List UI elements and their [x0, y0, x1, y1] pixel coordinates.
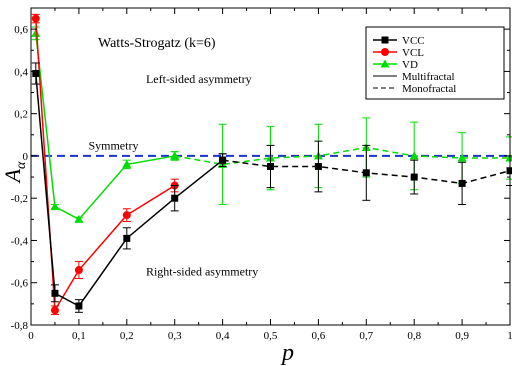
- vcc-data-point: [267, 163, 274, 170]
- vd-data-point: [122, 159, 132, 168]
- x-tick-label: 0,8: [407, 330, 421, 342]
- y-tick-label: -0,4: [11, 235, 29, 247]
- x-tick-label: 0,9: [455, 330, 469, 342]
- x-axis-label: p: [280, 340, 294, 366]
- vcl-data-point: [50, 306, 59, 315]
- vcc-data-point: [410, 173, 418, 181]
- x-tick-label: 1: [507, 330, 512, 342]
- x-tick-label: 0,3: [168, 330, 182, 342]
- vcc-data-point: [123, 234, 131, 242]
- y-tick-label: 0,4: [14, 66, 28, 78]
- y-tick-label: -0,2: [11, 193, 28, 205]
- annotations: Left-sided asymmetry Symmetry Right-sided …: [88, 72, 258, 278]
- x-tick-label: 0: [28, 330, 34, 342]
- vcc-data-point: [219, 156, 227, 164]
- x-tick-label: 0,7: [359, 330, 373, 342]
- y-tick-label: 0,2: [14, 109, 28, 121]
- vd-data-point: [409, 151, 419, 160]
- legend-vcc-marker: [381, 36, 389, 44]
- vcc-data-point: [51, 289, 59, 297]
- y-axis-label: Aα: [0, 161, 29, 184]
- vcc-multifractal-line: [35, 73, 224, 307]
- vcc-data-point: [32, 70, 40, 78]
- vcc-data-point: [314, 163, 322, 170]
- vd-data-point: [457, 153, 467, 162]
- vd-monofractal-line: [174, 146, 510, 166]
- legend-vcl-marker: [381, 48, 389, 56]
- y-tick-label: -0,6: [11, 278, 29, 290]
- vcc-data-point: [362, 169, 370, 177]
- vcc-data-point: [506, 167, 512, 175]
- vd-data-point: [31, 28, 41, 37]
- x-tick-label: 0,2: [120, 330, 134, 342]
- axis-ticks: 0 0,1 0,2 0,3 0,4 0,5 0,6 0,7 0,8 0,9 1 -0,8 -0,6 -0,…: [11, 7, 512, 342]
- legend-vd-label: VD: [402, 59, 418, 71]
- y-axis-label-main: A: [0, 168, 25, 184]
- annotation-label: Right-sided asymmetry: [146, 264, 258, 278]
- y-tick-label: -0,8: [11, 320, 29, 332]
- x-tick-label: 0,1: [72, 330, 86, 342]
- annotation-label: Symmetry: [88, 139, 138, 153]
- legend-multifractal-label: Multifractal: [402, 71, 455, 83]
- vcc-data-point: [171, 194, 179, 202]
- y-axis-label-subscript: α: [14, 161, 29, 169]
- vcl-data-point: [122, 211, 131, 220]
- chart-marks: [31, 13, 512, 315]
- chart-title: Watts-Strogatz (k=6): [98, 36, 216, 51]
- legend-monofractal-label: Monofractal: [402, 83, 456, 95]
- vcc-data-point: [75, 302, 83, 310]
- vcl-data-point: [74, 266, 83, 275]
- svg-text:Aα: Aα: [0, 161, 29, 184]
- x-tick-label: 0,5: [264, 330, 278, 342]
- y-tick-label: 0: [23, 151, 29, 163]
- x-tick-label: 0,6: [312, 330, 326, 342]
- vcl-data-point: [31, 14, 40, 23]
- x-tick-label: 0,4: [216, 330, 230, 342]
- annotation-label: Left-sided asymmetry: [146, 72, 252, 86]
- legend-box: [365, 26, 505, 100]
- legend-vd-marker: [380, 59, 390, 68]
- legend-vcc-label: VCC: [402, 35, 425, 47]
- y-tick-label: 0,6: [14, 24, 28, 36]
- legend-vcl-label: VCL: [402, 47, 424, 59]
- vd-data-point: [50, 202, 60, 211]
- vcc-data-point: [458, 179, 466, 187]
- vd-data-point: [170, 151, 180, 160]
- vd-data-point: [74, 214, 84, 223]
